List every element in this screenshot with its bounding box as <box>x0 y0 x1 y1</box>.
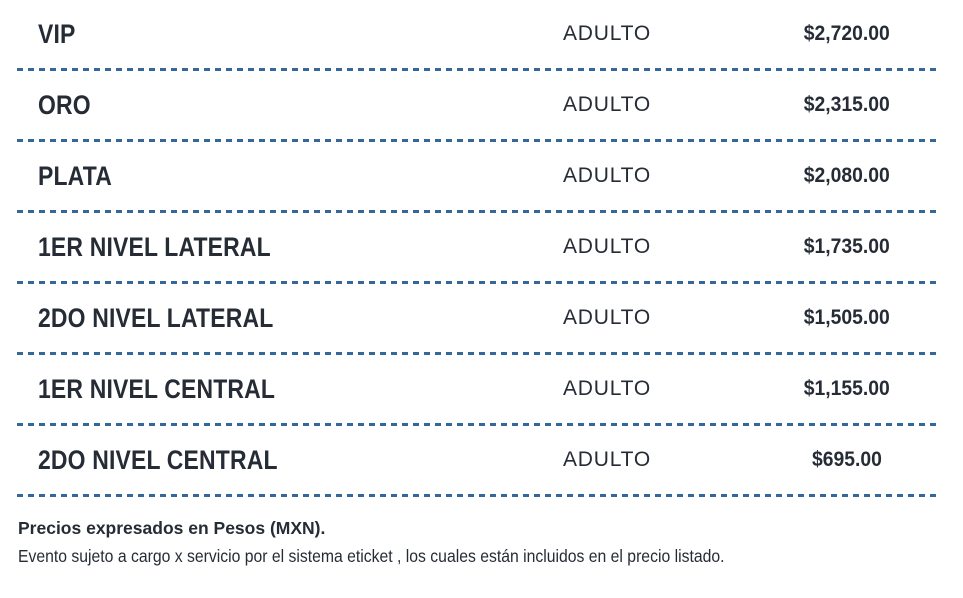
ticket-type-text: ADULTO <box>562 448 652 471</box>
ticket-price-text: $2,080.00 <box>804 164 890 187</box>
service-charge-note-text: Evento sujeto a cargo x servicio por el … <box>18 546 725 566</box>
ticket-price: $695.00 <box>747 448 947 472</box>
row-separator <box>17 210 937 213</box>
section-name-text: VIP <box>38 18 76 49</box>
section-name: 2DO NIVEL CENTRAL <box>0 445 517 476</box>
section-name: 1ER NIVEL LATERAL <box>0 232 517 263</box>
section-name-text: 1ER NIVEL CENTRAL <box>38 373 276 404</box>
ticket-price: $1,735.00 <box>747 235 947 259</box>
ticket-price: $2,080.00 <box>747 164 947 188</box>
ticket-price-text: $1,735.00 <box>804 235 890 258</box>
ticket-type: ADULTO <box>517 93 697 117</box>
section-name: PLATA <box>0 161 517 192</box>
section-name-text: 1ER NIVEL LATERAL <box>38 231 271 262</box>
section-name-text: 2DO NIVEL LATERAL <box>38 302 274 333</box>
table-row: ORO ADULTO $2,315.00 <box>0 71 963 139</box>
row-separator <box>17 352 937 355</box>
section-name: VIP <box>0 19 517 50</box>
ticket-type-text: ADULTO <box>562 22 652 45</box>
row-separator <box>17 494 937 497</box>
service-charge-note: Evento sujeto a cargo x servicio por el … <box>18 542 943 570</box>
ticket-type-text: ADULTO <box>562 377 652 400</box>
ticket-price-text: $695.00 <box>812 448 882 471</box>
currency-note: Precios expresados en Pesos (MXN). <box>18 518 326 538</box>
ticket-type: ADULTO <box>517 22 697 46</box>
table-row: 1ER NIVEL LATERAL ADULTO $1,735.00 <box>0 213 963 281</box>
ticket-price-text: $2,720.00 <box>804 22 890 45</box>
section-name: ORO <box>0 90 517 121</box>
ticket-type-text: ADULTO <box>562 93 652 116</box>
ticket-type-text: ADULTO <box>562 306 652 329</box>
ticket-price-text: $1,505.00 <box>804 306 890 329</box>
price-table: VIP ADULTO $2,720.00 ORO ADULTO $2,315.0… <box>0 0 963 570</box>
ticket-price: $1,505.00 <box>747 306 947 330</box>
row-separator <box>17 423 937 426</box>
table-row: PLATA ADULTO $2,080.00 <box>0 142 963 210</box>
ticket-type: ADULTO <box>517 306 697 330</box>
section-name-text: ORO <box>38 89 91 120</box>
table-row: 1ER NIVEL CENTRAL ADULTO $1,155.00 <box>0 355 963 423</box>
ticket-price: $1,155.00 <box>747 377 947 401</box>
ticket-type: ADULTO <box>517 377 697 401</box>
table-row: VIP ADULTO $2,720.00 <box>0 0 963 68</box>
section-name: 1ER NIVEL CENTRAL <box>0 374 517 405</box>
ticket-type-text: ADULTO <box>562 164 652 187</box>
ticket-type-text: ADULTO <box>562 235 652 258</box>
ticket-price: $2,315.00 <box>747 93 947 117</box>
price-rows: VIP ADULTO $2,720.00 ORO ADULTO $2,315.0… <box>0 0 963 497</box>
row-separator <box>17 139 937 142</box>
ticket-type: ADULTO <box>517 235 697 259</box>
table-row: 2DO NIVEL LATERAL ADULTO $1,505.00 <box>0 284 963 352</box>
table-row: 2DO NIVEL CENTRAL ADULTO $695.00 <box>0 426 963 494</box>
section-name-text: 2DO NIVEL CENTRAL <box>38 444 278 475</box>
price-footnote: Precios expresados en Pesos (MXN). Event… <box>0 497 963 570</box>
ticket-type: ADULTO <box>517 164 697 188</box>
ticket-type: ADULTO <box>517 448 697 472</box>
row-separator <box>17 281 937 284</box>
row-separator <box>17 68 937 71</box>
ticket-price: $2,720.00 <box>747 22 947 46</box>
section-name-text: PLATA <box>38 160 112 191</box>
section-name: 2DO NIVEL LATERAL <box>0 303 517 334</box>
ticket-price-text: $2,315.00 <box>804 93 890 116</box>
ticket-price-text: $1,155.00 <box>804 377 890 400</box>
